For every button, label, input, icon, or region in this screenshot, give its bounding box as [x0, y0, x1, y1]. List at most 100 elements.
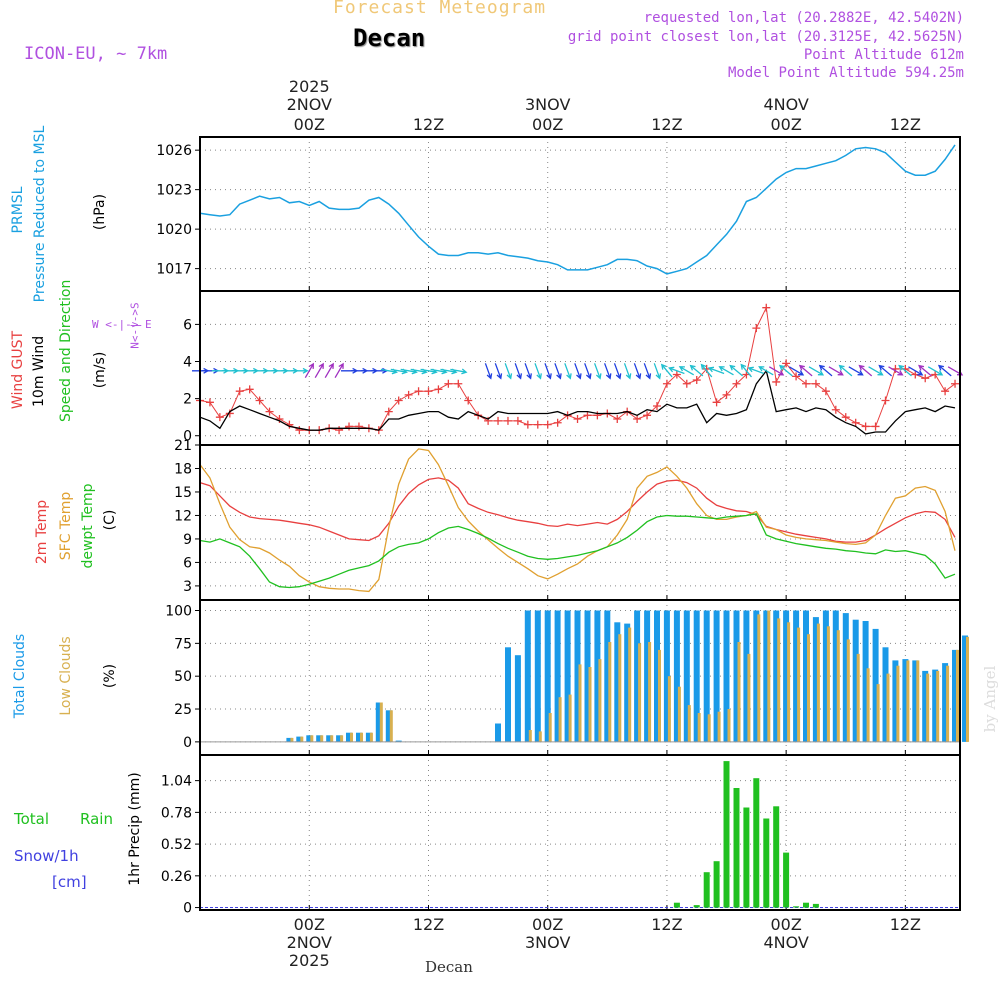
wind-gust-point	[613, 415, 622, 424]
y-tick-label: 0	[183, 735, 192, 751]
total-clouds-bar	[822, 610, 829, 742]
total-clouds-bar	[534, 610, 541, 742]
bottom-year-label: 2025	[289, 951, 330, 970]
low-clouds-bar	[548, 713, 552, 742]
low-clouds-bar	[628, 627, 632, 742]
wind-direction-arrow	[494, 363, 503, 380]
bottom-time-label: 12Z	[651, 915, 682, 934]
low-clouds-bar	[757, 614, 761, 742]
total-clouds-bar	[584, 610, 591, 742]
wind-direction-arrow	[593, 363, 602, 380]
total-clouds-bar	[892, 660, 899, 742]
total-clouds-bar	[902, 659, 909, 742]
y-tick-label: 75	[174, 636, 192, 652]
low-clouds-bar	[807, 634, 810, 742]
wind-direction-arrow	[927, 366, 944, 376]
wind-gust-point	[831, 405, 840, 414]
total-clouds-bar	[286, 737, 293, 742]
wind-direction-arrow	[564, 363, 572, 380]
total-clouds-bar	[346, 732, 352, 742]
y-tick-label: 1020	[156, 222, 192, 238]
wind-gust-point	[871, 422, 880, 431]
bottom-date-label: 2NOV	[287, 933, 332, 952]
total-clouds-bar	[634, 610, 641, 742]
wind-gust-point	[523, 420, 532, 429]
wind-gust-point	[434, 385, 443, 394]
low-clouds-bar	[379, 702, 383, 742]
precip-snow-unit: [cm]	[52, 873, 87, 891]
rain-bar	[773, 806, 780, 908]
wind-gust-point	[573, 415, 582, 424]
wind-gust-point	[951, 379, 960, 388]
total-clouds-bar	[574, 610, 581, 742]
y-tick-label: 4	[183, 355, 192, 371]
total-clouds-bar	[336, 735, 343, 742]
top-date-label: 4NOV	[763, 95, 808, 114]
y-tick-label: 1.04	[161, 774, 192, 790]
total-clouds-bar	[872, 628, 879, 742]
low-clouds-bar	[588, 667, 592, 742]
y-tick-label: 0.78	[161, 805, 192, 821]
low-clouds-bar	[369, 732, 373, 742]
precip-snow-label: Snow/1h	[14, 847, 79, 865]
panel-frame	[199, 754, 961, 911]
wind-direction-arrow	[707, 366, 725, 375]
total-clouds-bar	[375, 702, 382, 742]
panel-frame	[199, 136, 961, 292]
wind-gust-point	[384, 407, 393, 416]
wind-direction-arrow	[868, 366, 884, 376]
total-clouds-bar	[852, 619, 859, 742]
rain-bar	[803, 902, 809, 908]
wind-gust-point	[921, 374, 930, 383]
low-clouds-bar	[896, 665, 900, 742]
total-clouds-bar	[524, 610, 531, 742]
bottom-date-label: 4NOV	[763, 933, 808, 952]
top-date-label: 2NOV	[287, 95, 332, 114]
rain-bar	[783, 852, 790, 908]
wind-direction-arrow	[334, 362, 344, 379]
top-year-label: 2025	[289, 77, 330, 96]
wind-direction-arrow	[828, 366, 844, 376]
wind-gust-point	[533, 420, 542, 429]
wind-gust-point	[494, 416, 503, 425]
rain-bar	[673, 902, 680, 908]
rain-bar	[763, 818, 770, 908]
wind-gust-point	[444, 379, 453, 388]
rain-bar	[743, 807, 750, 908]
top-date-label: 3NOV	[525, 95, 570, 114]
low-clouds-bar	[707, 714, 711, 742]
wind-gust-point	[295, 426, 304, 435]
wind-direction-arrow	[534, 363, 542, 380]
y-tick-label: 100	[165, 604, 192, 620]
wind-gust-point	[354, 422, 363, 431]
wind-direction-arrow	[584, 363, 592, 380]
wind-gust-point	[205, 398, 214, 407]
point-altitude: Point Altitude 612m	[803, 47, 964, 63]
wind-direction-arrow	[898, 364, 912, 377]
y-tick-label: 3	[183, 579, 192, 595]
total-clouds-bar	[514, 655, 521, 742]
y-tick-label: 12	[174, 508, 192, 524]
wind-gust-point	[672, 370, 681, 379]
wind-gust-point	[235, 387, 244, 396]
low-clouds-bar	[310, 735, 314, 742]
compass-we: W <-|-> E	[92, 318, 152, 331]
y-tick-label: 18	[174, 461, 192, 477]
y-tick-label: 21	[174, 438, 192, 454]
total-clouds-bar	[912, 660, 919, 742]
wind-direction-arrow	[768, 366, 785, 376]
low-clouds-bar	[340, 735, 344, 742]
low-clouds-bar	[886, 673, 890, 742]
y-tick-label: 25	[174, 702, 192, 718]
wind-gust-point	[225, 409, 234, 418]
wind-gust-point	[345, 422, 354, 431]
total-clouds-bar	[306, 735, 313, 742]
low-clouds-bar	[727, 709, 731, 742]
rain-bar	[723, 761, 730, 908]
total-clouds-bar	[644, 610, 651, 742]
wind-gust-point	[404, 390, 413, 399]
total-clouds-bar	[673, 610, 680, 742]
wind-gust-point	[335, 426, 344, 435]
total-clouds-bar	[733, 610, 740, 742]
wind-gust-point	[583, 411, 592, 420]
